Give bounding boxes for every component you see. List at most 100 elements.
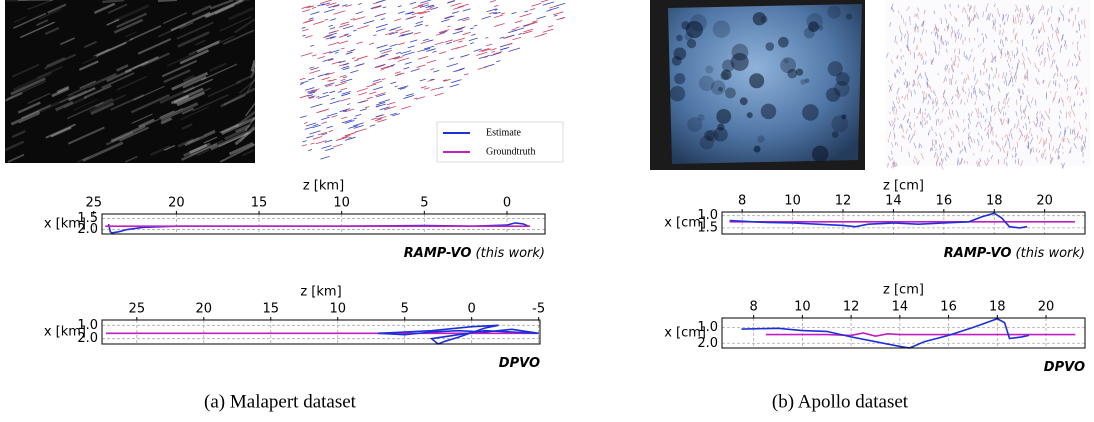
texture [919,72,923,79]
texture [973,85,977,93]
texture [94,97,114,108]
texture [166,52,197,67]
texture [986,159,990,166]
texture [381,78,386,81]
texture [1009,76,1012,83]
texture [934,109,938,115]
texture [369,42,375,45]
texture [952,61,955,66]
texture [907,134,911,141]
texture [307,94,313,97]
texture [374,5,382,9]
texture [910,90,913,97]
texture [986,129,990,136]
texture [220,124,238,134]
texture [888,85,893,91]
texture [219,143,256,163]
texture [1015,99,1018,106]
texture [938,161,941,166]
texture [329,30,339,34]
texture [161,59,197,78]
texture [963,7,967,14]
texture [906,81,909,87]
texture [992,19,995,25]
x-axis-label: z [cm] [883,283,924,298]
texture [897,117,899,121]
texture [341,4,348,7]
texture [925,29,928,33]
texture [955,94,957,97]
texture [1081,134,1083,141]
texture [1055,66,1058,71]
texture [249,68,257,79]
texture [326,125,333,129]
texture [944,4,947,10]
texture [553,11,564,16]
texture [1017,161,1020,166]
texture [888,131,892,138]
texture [933,151,937,158]
texture [163,144,176,151]
texture [954,54,957,62]
texture [101,73,116,82]
texture [919,53,922,57]
texture [421,47,431,52]
texture [993,21,997,26]
texture [1062,5,1065,8]
texture [1052,80,1055,85]
texture [990,57,994,63]
texture [972,14,976,22]
y-axis-label: x [km] [44,325,86,340]
texture [1057,17,1060,24]
texture [922,97,925,104]
texture [116,64,129,72]
caption: (b) Apollo dataset [772,391,909,412]
x-tick-label: 10 [794,300,811,315]
texture [992,83,995,88]
texture [673,47,687,61]
texture [419,78,426,82]
texture [897,10,900,14]
texture [990,66,993,70]
texture [462,18,470,22]
texture [1014,153,1018,158]
texture [399,87,407,90]
texture [377,118,387,123]
texture [902,54,905,58]
texture [512,27,525,32]
texture [1017,20,1020,24]
method-note: (this work) [1016,246,1085,261]
texture [973,138,976,144]
texture [186,136,200,145]
texture [974,101,976,105]
texture [1016,141,1018,149]
texture [913,142,917,149]
x-tick-label: 20 [168,196,185,211]
texture [375,101,386,106]
texture [968,118,972,124]
texture [913,155,916,160]
texture [1026,144,1030,150]
texture [1016,123,1019,129]
texture [301,144,307,147]
texture [1064,40,1066,43]
texture [192,94,229,112]
texture [1035,44,1039,52]
texture [328,130,334,133]
texture [996,142,1001,150]
x-tick-label: 10 [333,196,350,211]
texture [312,124,321,128]
texture [375,114,383,118]
texture [1068,19,1070,23]
texture [1020,160,1024,167]
texture [1001,40,1004,47]
texture [341,47,345,50]
texture [997,45,1000,51]
y-tick-label: 1.0 [697,320,718,335]
texture [4,92,23,102]
texture [353,16,366,21]
x-tick-label: 12 [835,194,852,209]
texture [1041,153,1043,158]
texture [356,55,368,60]
texture [1003,106,1006,109]
